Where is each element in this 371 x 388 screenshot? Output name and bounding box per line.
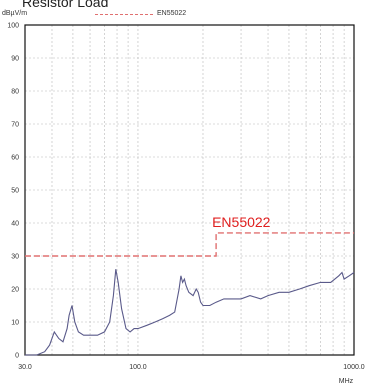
y-tick-label: 20: [11, 287, 19, 294]
legend-label-en55022: EN55022: [157, 10, 187, 17]
y-tick-label: 90: [11, 56, 19, 63]
x-tick-label: 100.0: [129, 364, 147, 371]
y-tick-label: 0: [15, 353, 19, 360]
legend-swatch-en55022: [95, 14, 153, 15]
y-tick-label: 30: [11, 254, 19, 261]
y-tick-label: 70: [11, 122, 19, 129]
y-axis-unit: dBµV/m: [2, 10, 28, 17]
series-line-measured: [25, 269, 355, 356]
y-tick-label: 40: [11, 221, 19, 228]
plot-frame: [24, 24, 355, 356]
y-tick-label: 100: [7, 23, 19, 30]
y-tick-label: 50: [11, 188, 19, 195]
series-line-en55022: [25, 232, 354, 257]
limit-line-label: EN55022: [212, 214, 271, 230]
x-tick-label: 30.0: [18, 364, 32, 371]
chart-title: Resistor Load: [22, 0, 109, 10]
x-axis-unit: MHz: [339, 378, 354, 385]
y-tick-label: 60: [11, 155, 19, 162]
legend: EN55022: [95, 10, 235, 20]
x-tick-label: 1000.0: [343, 364, 365, 371]
y-tick-label: 10: [11, 320, 19, 327]
y-tick-label: 80: [11, 89, 19, 96]
